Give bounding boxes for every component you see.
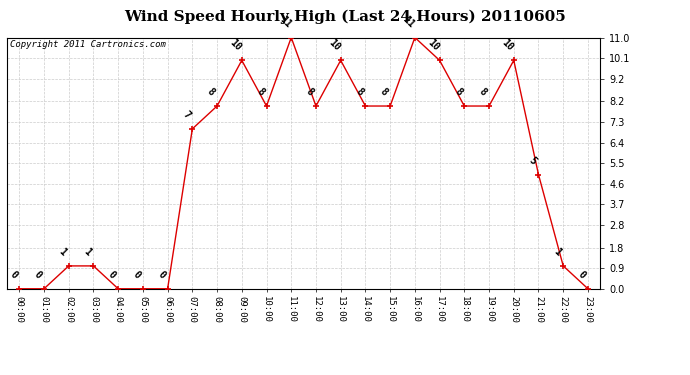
Text: 0: 0 [576,270,587,281]
Text: 8: 8 [477,87,489,98]
Text: Wind Speed Hourly High (Last 24 Hours) 20110605: Wind Speed Hourly High (Last 24 Hours) 2… [124,9,566,24]
Text: 0: 0 [106,270,117,281]
Text: 8: 8 [304,87,315,98]
Text: 8: 8 [353,87,365,98]
Text: 5: 5 [526,155,538,166]
Text: 0: 0 [8,270,19,281]
Text: 0: 0 [32,270,43,281]
Text: 8: 8 [378,87,390,98]
Text: 1: 1 [81,247,93,258]
Text: 11: 11 [401,14,416,30]
Text: 10: 10 [426,37,441,52]
Text: 7: 7 [181,110,192,121]
Text: 11: 11 [277,14,293,30]
Text: 0: 0 [131,270,142,281]
Text: 8: 8 [255,87,266,98]
Text: Copyright 2011 Cartronics.com: Copyright 2011 Cartronics.com [10,40,166,49]
Text: 8: 8 [453,87,464,98]
Text: 1: 1 [551,247,562,258]
Text: 1: 1 [57,247,68,258]
Text: 10: 10 [500,37,515,52]
Text: 8: 8 [205,87,217,98]
Text: 0: 0 [156,270,167,281]
Text: 10: 10 [228,37,244,52]
Text: 10: 10 [327,37,342,52]
